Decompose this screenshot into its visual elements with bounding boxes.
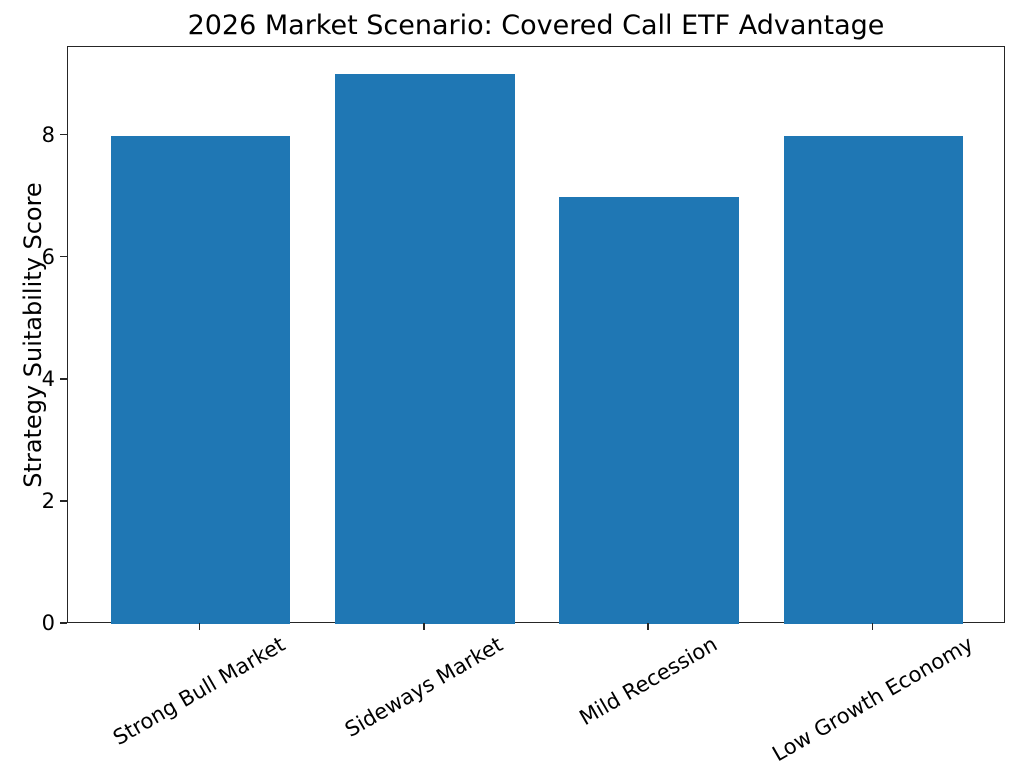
chart-title: 2026 Market Scenario: Covered Call ETF A… — [187, 10, 885, 41]
y-tick-mark — [60, 500, 67, 502]
x-tick-mark — [647, 623, 649, 630]
y-axis-label: Strategy Suitability Score — [19, 182, 47, 488]
bar-strong-bull-market — [110, 135, 291, 624]
y-tick-label: 8 — [41, 122, 55, 147]
plot-area — [67, 46, 1005, 624]
y-tick-label: 6 — [41, 244, 55, 269]
y-tick-mark — [60, 133, 67, 136]
x-tick-label-strong-bull-market: Strong Bull Market — [109, 631, 290, 750]
y-tick-label: 4 — [41, 366, 55, 391]
bar-sideways-market — [335, 74, 515, 624]
y-tick-label: 0 — [41, 611, 55, 635]
x-tick-label-sideways-market: Sideways Market — [340, 631, 507, 742]
x-tick-label-mild-recession: Mild Recession — [575, 631, 722, 731]
bar-mild-recession — [559, 196, 739, 624]
x-tick-label-low-growth-economy: Low Growth Economy — [768, 631, 978, 767]
x-tick-mark — [423, 623, 425, 630]
y-tick-mark — [60, 378, 67, 380]
bar-low-growth-economy — [783, 135, 964, 624]
y-tick-mark — [60, 255, 67, 258]
x-tick-mark — [198, 623, 201, 630]
y-tick-mark — [60, 622, 67, 624]
y-tick-label: 2 — [41, 488, 55, 513]
x-tick-mark — [871, 623, 874, 630]
